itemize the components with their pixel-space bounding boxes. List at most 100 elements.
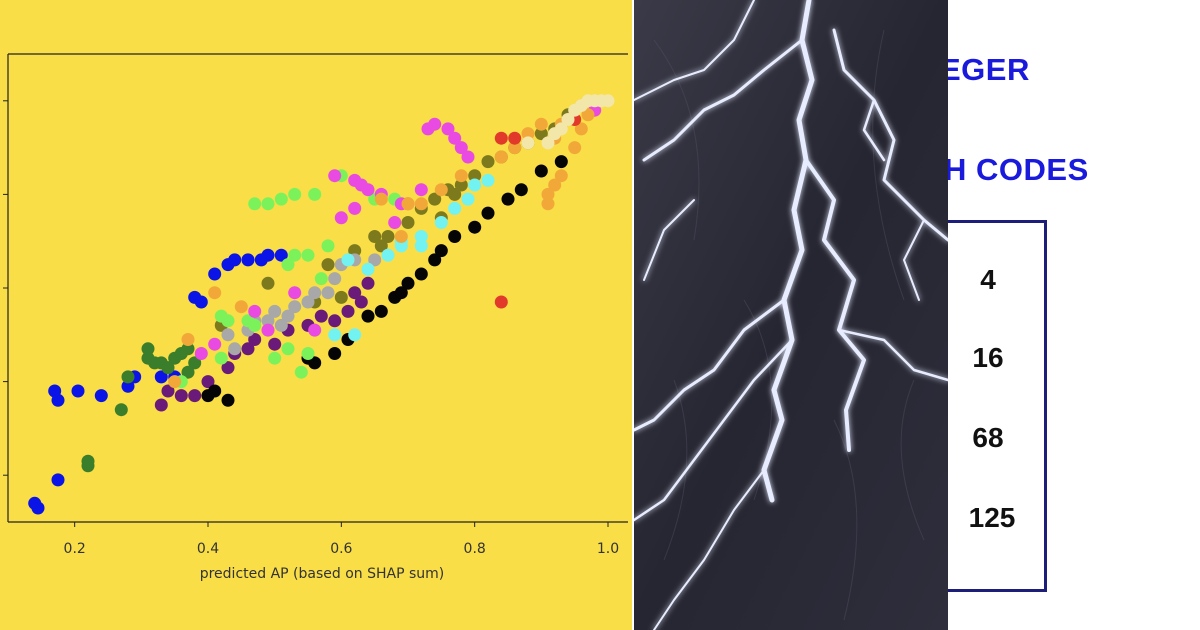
scatter-point-forest-green	[181, 342, 195, 356]
scatter-point-magenta	[448, 131, 462, 145]
chart-points	[28, 94, 615, 515]
lightning-image	[634, 0, 948, 630]
scatter-point-light-green	[248, 318, 262, 332]
scatter-point-light-green	[288, 187, 302, 201]
code-value: 4	[980, 264, 996, 295]
x-tick-label: 0.8	[464, 541, 486, 557]
code-value: 68	[972, 422, 1004, 453]
scatter-point-orange	[541, 187, 555, 201]
x-axis-label: predicted AP (based on SHAP sum)	[200, 566, 445, 582]
scatter-point-purple	[348, 286, 362, 300]
scatter-point-forest-green	[161, 361, 175, 375]
scatter-point-olive	[534, 127, 548, 141]
scatter-point-gray	[328, 272, 342, 286]
x-tick-label: 0.4	[197, 541, 219, 557]
scatter-point-light-green	[261, 197, 275, 211]
scatter-point-cyan	[414, 239, 428, 253]
heading-codes: H CODES	[948, 152, 1089, 187]
scatter-point-magenta	[388, 216, 402, 229]
scatter-point-orange	[414, 197, 428, 211]
scatter-point-purple	[154, 398, 168, 412]
scatter-point-magenta	[414, 183, 428, 197]
scatter-point-black	[414, 267, 428, 281]
scatter-point-blue	[51, 393, 65, 407]
scatter-point-orange	[234, 300, 248, 314]
scatter-point-black	[374, 304, 388, 318]
scatter-point-black	[501, 192, 515, 206]
scatter-point-black	[554, 155, 568, 169]
scatter-point-orange	[521, 127, 535, 141]
lightning-illustration	[634, 0, 948, 630]
scatter-point-gray	[301, 295, 315, 309]
scatter-point-olive	[401, 216, 415, 229]
scatter-point-black	[401, 276, 415, 290]
scatter-point-black	[534, 164, 548, 178]
scatter-point-purple	[221, 361, 235, 375]
scatter-point-cyan	[361, 262, 375, 276]
scatter-point-black	[514, 183, 528, 197]
scatter-point-magenta	[328, 169, 342, 183]
scatter-point-olive	[261, 276, 275, 290]
scatter-point-magenta	[454, 141, 468, 155]
scatter-point-olive	[481, 155, 495, 169]
scatter-point-olive	[334, 290, 348, 304]
scatter-point-orange	[454, 169, 468, 183]
scatter-point-red	[494, 131, 508, 145]
scatter-point-light-green	[308, 187, 322, 201]
scatter-point-olive	[321, 258, 335, 272]
scatter-point-orange	[554, 169, 568, 183]
scatter-point-blue	[228, 253, 242, 267]
scatter-point-orange	[168, 375, 182, 389]
x-tick-label: 1.0	[597, 541, 619, 557]
scatter-point-cream	[541, 136, 555, 150]
scatter-point-light-green	[221, 314, 235, 328]
scatter-point-gray	[368, 253, 382, 267]
scatter-point-black	[328, 347, 342, 360]
scatter-point-light-green	[281, 258, 295, 272]
code-value: 16	[972, 342, 1004, 373]
scatter-point-black	[481, 206, 495, 220]
scatter-point-forest-green	[121, 370, 135, 384]
scatter-point-blue	[154, 370, 168, 384]
scatter-point-olive	[468, 169, 482, 183]
scatter-point-cream	[521, 136, 535, 150]
scatter-point-light-green	[281, 342, 295, 356]
scatter-point-orange	[508, 141, 522, 155]
scatter-point-gray	[281, 309, 295, 323]
scatter-point-magenta	[288, 286, 302, 300]
scatter-point-black	[448, 230, 462, 243]
scatter-point-light-green	[314, 272, 328, 286]
scatter-point-magenta	[348, 201, 362, 215]
scatter-point-olive	[381, 230, 395, 243]
scatter-point-light-green	[268, 351, 282, 365]
scatter-point-olive	[368, 230, 382, 243]
scatter-point-light-green	[274, 192, 288, 206]
scatter-point-gray	[288, 300, 302, 314]
scatter-point-light-green	[301, 248, 315, 262]
scatter-point-orange	[548, 178, 562, 192]
scatter-point-light-green	[301, 347, 315, 360]
scatter-point-blue	[261, 248, 275, 262]
scatter-point-light-green	[248, 197, 262, 211]
scatter-point-olive	[448, 187, 462, 201]
scatter-point-purple	[201, 375, 215, 389]
scatter-point-magenta	[248, 304, 262, 318]
code-value: 125	[968, 502, 1016, 533]
scatter-point-gray	[268, 304, 282, 318]
scatter-point-blue	[31, 501, 45, 515]
scatter-point-purple	[314, 309, 328, 323]
scatter-point-black	[221, 393, 235, 407]
scatter-point-orange	[208, 286, 222, 300]
scatter-point-forest-green	[188, 356, 202, 370]
scatter-point-forest-green	[181, 365, 195, 379]
scatter-point-cyan	[414, 230, 428, 243]
scatter-point-cream	[561, 113, 575, 126]
scatter-point-magenta	[354, 178, 368, 192]
scatter-point-purple	[328, 314, 342, 328]
scatter-point-black	[208, 384, 222, 398]
scatter-point-gray	[321, 286, 335, 300]
scatter-point-orange	[494, 150, 508, 164]
scatter-point-black	[361, 309, 375, 323]
scatter-point-black	[468, 220, 482, 234]
scatter-point-orange	[574, 122, 588, 136]
